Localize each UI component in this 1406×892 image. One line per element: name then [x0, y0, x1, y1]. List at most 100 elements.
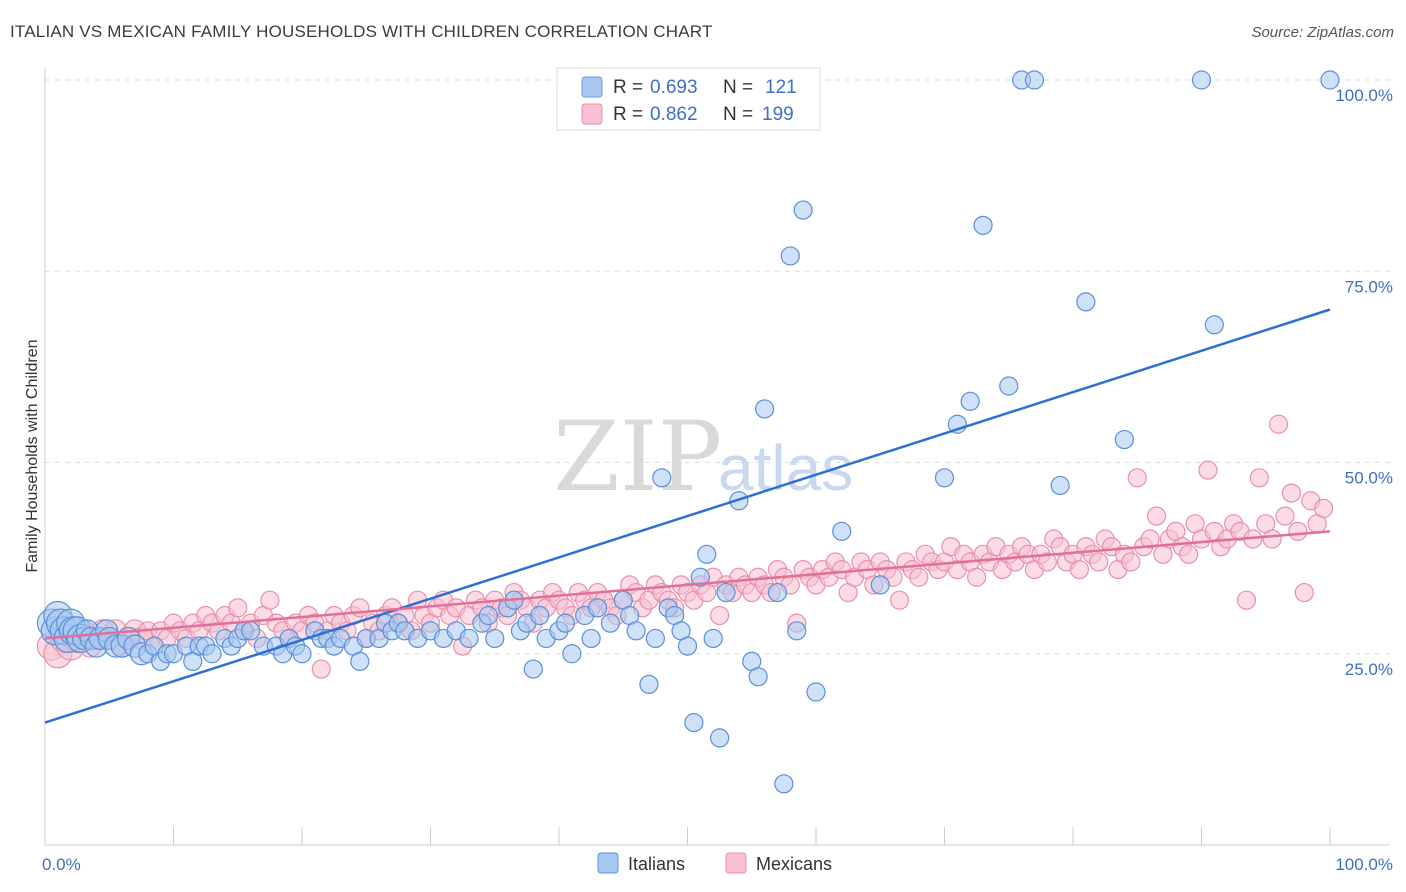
point-italians-112 — [1024, 70, 1045, 90]
point-mexicans-48 — [350, 598, 370, 618]
point-italians-81 — [639, 674, 659, 694]
point-mexicans-155 — [1037, 552, 1057, 572]
point-italians-89 — [690, 567, 710, 587]
point-mexicans-180 — [1198, 460, 1218, 480]
legend-n-value-mexicans: 199 — [762, 104, 794, 125]
y-tick-label-3: 100.0% — [1335, 86, 1393, 105]
point-mexicans-171 — [1140, 529, 1160, 549]
point-italians-110 — [999, 376, 1019, 396]
series-italians-points — [36, 70, 1340, 794]
point-mexicans-198 — [1313, 498, 1334, 518]
legend-swatch-italians — [581, 76, 603, 98]
point-mexicans-160 — [1069, 559, 1090, 580]
point-mexicans-188 — [1249, 468, 1269, 488]
point-italians-118 — [1320, 70, 1340, 90]
point-italians-73 — [562, 644, 582, 664]
point-mexicans-177 — [1179, 544, 1199, 564]
point-italians-104 — [832, 521, 852, 541]
series-legend: Italians Mexicans — [597, 852, 832, 874]
point-italians-72 — [555, 613, 576, 633]
point-italians-108 — [960, 391, 980, 411]
point-mexicans-135 — [909, 567, 929, 587]
point-mexicans-191 — [1268, 414, 1289, 434]
point-mexicans-144 — [967, 567, 987, 587]
point-italians-60 — [459, 628, 479, 649]
trend-lines — [44, 308, 1331, 724]
point-italians-113 — [1050, 475, 1070, 496]
legend-label-italians: Italians — [628, 854, 685, 874]
point-italians-90 — [697, 544, 717, 564]
legend-n-value-italians: 121 — [765, 77, 797, 98]
trend-line-italians — [44, 308, 1331, 724]
point-mexicans-132 — [889, 590, 910, 610]
point-italians-109 — [973, 215, 993, 235]
point-italians-80 — [626, 621, 646, 641]
point-italians-88 — [684, 712, 704, 733]
point-italians-115 — [1114, 429, 1135, 450]
point-italians-36 — [241, 621, 261, 641]
gridlines — [45, 79, 1390, 655]
y-tick-label-2: 75.0% — [1345, 277, 1393, 296]
point-mexicans-34 — [260, 590, 280, 610]
legend-r-label-italians: R = — [613, 77, 643, 98]
chart-title: ITALIAN VS MEXICAN FAMILY HOUSEHOLDS WIT… — [10, 22, 713, 41]
y-axis-title: Family Households with Children — [24, 340, 41, 573]
point-italians-92 — [710, 728, 730, 748]
point-italians-63 — [485, 628, 505, 649]
point-italians-87 — [677, 636, 698, 656]
y-tick-label-1: 50.0% — [1345, 469, 1393, 488]
point-mexicans-195 — [1294, 582, 1314, 603]
point-mexicans-194 — [1288, 521, 1308, 541]
point-italians-102 — [793, 200, 813, 220]
point-mexicans-163 — [1089, 552, 1109, 572]
point-mexicans-192 — [1275, 506, 1295, 526]
point-italians-62 — [478, 605, 498, 626]
point-italians-75 — [581, 628, 601, 649]
watermark: ZIP atlas — [553, 401, 853, 513]
point-italians-116 — [1191, 70, 1212, 90]
legend-swatch-italians-bottom — [597, 852, 619, 874]
point-italians-76 — [587, 598, 608, 618]
point-italians-49 — [350, 651, 370, 672]
point-italians-42 — [292, 644, 312, 664]
point-italians-68 — [523, 659, 543, 679]
point-italians-83 — [652, 468, 672, 488]
point-italians-114 — [1076, 292, 1096, 312]
x-tick-label-0: 0.0% — [42, 855, 81, 874]
point-italians-98 — [767, 582, 788, 603]
legend-r-value-italians: 0.693 — [650, 77, 698, 98]
point-italians-106 — [934, 468, 955, 488]
point-italians-99 — [774, 774, 794, 794]
axes — [44, 68, 1390, 846]
point-mexicans-104 — [710, 605, 730, 626]
trend-line-mexicans — [44, 530, 1331, 640]
legend-swatch-mexicans — [581, 103, 603, 125]
y-tick-labels: 25.0% 50.0% 75.0% 100.0% — [1335, 86, 1393, 679]
legend-label-mexicans: Mexicans — [756, 854, 832, 874]
point-italians-77 — [600, 613, 621, 633]
legend-r-label-mexicans: R = — [613, 104, 643, 125]
legend-swatch-mexicans-bottom — [725, 852, 747, 874]
point-mexicans-42 — [311, 659, 331, 679]
stats-legend: R = 0.693 N = 121 R = 0.862 N = 199 — [556, 67, 821, 131]
point-italians-105 — [870, 575, 890, 595]
point-italians-97 — [754, 399, 775, 419]
x-tick-label-1: 100.0% — [1335, 855, 1393, 874]
source-credit: Source: ZipAtlas.com — [1251, 24, 1394, 41]
legend-n-label-italians: N = — [723, 77, 753, 98]
point-mexicans-190 — [1262, 529, 1282, 549]
watermark-zip: ZIP — [553, 401, 722, 513]
point-italians-101 — [787, 621, 807, 641]
x-tick-labels: 0.0% 100.0% — [42, 855, 1393, 874]
point-italians-93 — [716, 582, 736, 603]
point-italians-69 — [530, 605, 550, 626]
y-tick-label-0: 25.0% — [1345, 660, 1393, 679]
point-mexicans-29 — [228, 598, 248, 618]
point-italians-96 — [748, 667, 768, 687]
point-mexicans-172 — [1146, 506, 1167, 526]
point-mexicans-168 — [1121, 552, 1141, 572]
point-italians-103 — [806, 682, 826, 702]
point-italians-82 — [645, 628, 665, 649]
point-mexicans-186 — [1236, 590, 1257, 610]
